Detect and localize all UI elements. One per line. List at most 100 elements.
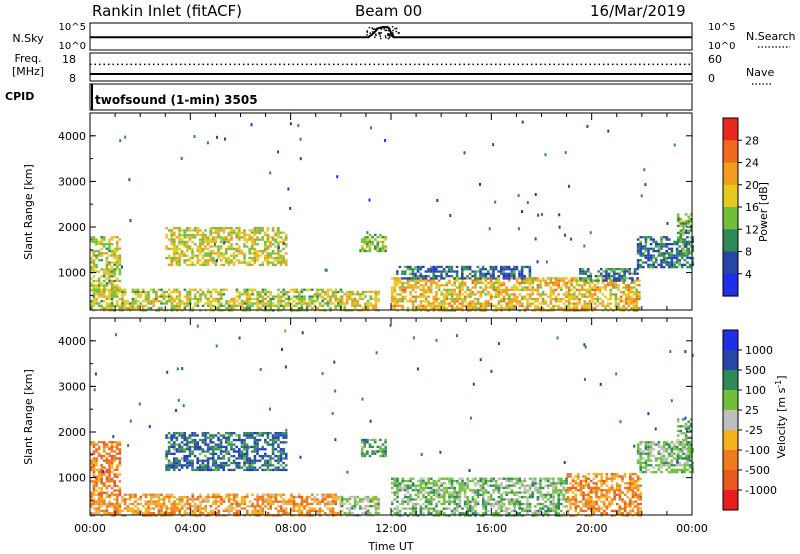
range-gate-cell — [227, 263, 231, 267]
range-gate-cell — [97, 468, 101, 471]
range-gate-cell — [207, 290, 210, 294]
range-gate-cell — [282, 295, 285, 298]
range-gate-cell — [518, 288, 521, 291]
range-gate-cell — [594, 274, 598, 278]
range-gate-cell — [194, 297, 197, 301]
range-gate-cell — [575, 295, 579, 298]
range-gate-cell — [409, 498, 412, 501]
range-gate-cell — [243, 495, 246, 499]
range-gate-cell — [209, 505, 213, 508]
range-gate-cell — [253, 512, 257, 515]
range-gate-cell — [391, 291, 394, 294]
range-gate-cell — [225, 495, 228, 499]
range-gate-cell — [688, 256, 692, 260]
range-gate-cell — [526, 293, 529, 296]
range-gate-cell — [682, 243, 685, 246]
range-gate-cell — [95, 482, 98, 485]
range-gate-cell — [313, 498, 317, 501]
range-gate-cell — [497, 507, 501, 510]
range-gate-cell — [292, 290, 296, 294]
range-gate-cell — [497, 295, 501, 298]
range-gate-cell — [121, 498, 124, 501]
range-gate-cell — [243, 307, 246, 310]
range-gate-cell — [393, 279, 397, 282]
range-gate-cell — [290, 502, 293, 506]
range-gate-cell — [266, 256, 270, 260]
range-gate-cell — [217, 495, 220, 499]
range-gate-cell — [456, 491, 459, 494]
range-gate-cell — [409, 486, 412, 490]
range-gate-cell — [175, 466, 179, 469]
range-gate-cell — [424, 309, 428, 312]
range-gate-cell — [230, 245, 233, 248]
range-gate-cell — [235, 512, 239, 515]
range-gate-cell — [445, 500, 449, 503]
range-gate-cell — [409, 300, 412, 303]
range-gate-cell — [193, 448, 197, 451]
range-gate-cell — [277, 254, 280, 257]
range-gate-cell — [165, 455, 168, 458]
range-gate-cell — [238, 250, 241, 253]
range-gate-cell — [403, 270, 407, 273]
range-gate-cell — [417, 279, 420, 282]
range-gate-cell — [233, 500, 236, 503]
range-gate-cell — [513, 300, 516, 303]
range-gate-cell — [196, 231, 199, 234]
range-gate-cell — [316, 288, 319, 291]
range-gate-cell — [484, 500, 488, 503]
range-gate-cell — [554, 288, 558, 291]
range-gate-cell — [575, 302, 579, 305]
range-gate-cell — [199, 238, 202, 241]
range-gate-cell — [110, 464, 114, 467]
range-gate-cell — [635, 284, 638, 287]
range-gate-cell — [209, 233, 212, 237]
range-gate-cell — [282, 307, 285, 310]
range-gate-cell — [562, 277, 566, 280]
range-gate-cell — [178, 256, 181, 260]
range-gate-cell — [279, 240, 283, 244]
range-gate-cell — [531, 277, 534, 280]
range-gate-cell — [269, 254, 272, 257]
range-gate-cell — [502, 297, 506, 301]
range-gate-cell — [238, 297, 241, 301]
range-gate-cell — [284, 432, 288, 435]
range-gate-cell — [105, 256, 109, 260]
range-gate-cell — [466, 512, 469, 515]
range-gate-cell — [497, 307, 501, 310]
range-gate-cell — [230, 300, 233, 303]
range-gate-cell — [193, 468, 197, 472]
range-gate-cell — [248, 263, 251, 267]
range-gate-cell — [437, 265, 441, 269]
range-gate-cell — [204, 302, 207, 305]
range-gate-cell — [277, 307, 280, 310]
range-gate-cell — [615, 277, 619, 280]
range-gate-cell — [445, 302, 449, 305]
range-gate-cell — [487, 500, 490, 503]
range-gate-cell — [97, 295, 101, 298]
range-gate-cell — [90, 495, 93, 499]
range-gate-cell — [612, 309, 615, 312]
range-gate-cell — [427, 270, 430, 273]
range-gate-cell — [282, 434, 285, 437]
range-gate-cell — [183, 243, 186, 246]
range-gate-cell — [110, 272, 114, 276]
range-gate-cell — [230, 307, 233, 310]
range-gate-cell — [136, 507, 140, 510]
range-gate-cell — [482, 512, 485, 515]
range-gate-cell — [489, 479, 493, 483]
range-gate-cell — [492, 477, 495, 480]
range-gate-cell — [214, 461, 218, 465]
range-gate-cell — [453, 307, 456, 310]
range-gate-cell — [406, 486, 410, 490]
range-gate-cell — [437, 491, 441, 494]
range-gate-cell — [173, 256, 176, 260]
range-gate-cell — [599, 288, 602, 291]
range-gate-cell — [248, 247, 251, 250]
range-gate-cell — [437, 275, 441, 278]
range-gate-cell — [435, 293, 438, 296]
range-gate-cell — [173, 434, 176, 437]
range-gate-cell — [492, 277, 495, 280]
range-gate-cell — [466, 302, 469, 305]
range-gate-cell — [463, 514, 467, 517]
range-gate-cell — [602, 279, 606, 282]
